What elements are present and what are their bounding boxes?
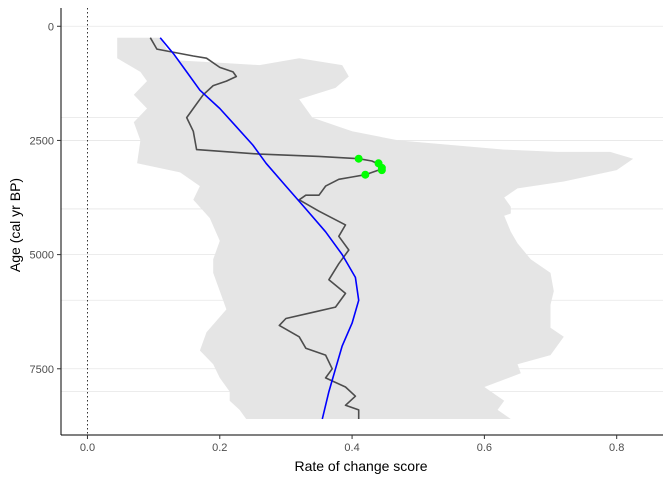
x-axis-title: Rate of change score [294, 458, 427, 474]
envelope-band [117, 37, 634, 419]
x-tick-label: 0.0 [80, 442, 95, 454]
y-tick-label: 5000 [30, 250, 54, 262]
y-tick-label: 0 [48, 21, 54, 33]
y-tick-label: 7500 [30, 364, 54, 376]
peak-point [354, 154, 363, 163]
trend-line [159, 37, 360, 420]
peak-points [354, 154, 386, 179]
x-tick-label: 0.4 [344, 442, 359, 454]
x-tick-label: 0.6 [477, 442, 492, 454]
series-lines [149, 37, 383, 420]
y-ticks: 0 2500 5000 7500 [30, 21, 61, 376]
y-tick-label: 2500 [30, 135, 54, 147]
y-axis-title: Age (cal yr BP) [7, 178, 23, 272]
x-tick-label: 0.8 [609, 442, 624, 454]
peak-point [377, 166, 386, 175]
peak-point [361, 170, 370, 179]
roc-score-line [149, 37, 383, 419]
confidence-envelope [117, 37, 634, 419]
axes [60, 8, 663, 436]
x-ticks: 0.0 0.2 0.4 0.6 0.8 [80, 435, 624, 454]
x-tick-label: 0.2 [212, 442, 227, 454]
